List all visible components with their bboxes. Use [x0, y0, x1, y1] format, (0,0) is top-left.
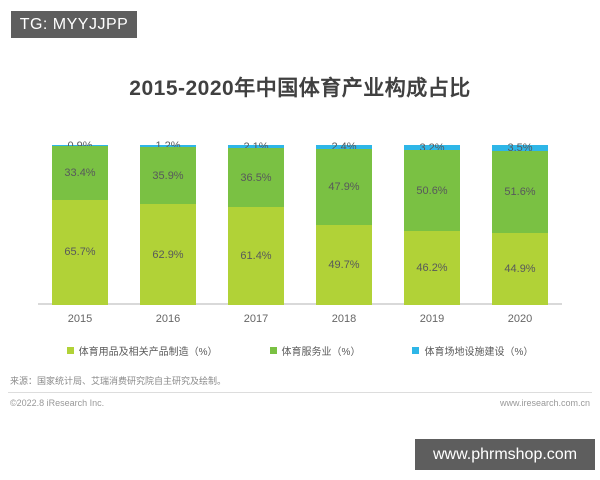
watermark-shop-badge: www.phrmshop.com: [415, 439, 595, 470]
copyright-text: ©2022.8 iResearch Inc.: [10, 398, 105, 408]
stacked-bar-2020: 3.5% 51.6% 44.9%: [492, 142, 548, 305]
data-label: 35.9%: [152, 169, 184, 182]
bar-segment: 36.5%: [228, 148, 284, 207]
stacked-bar-2018: 2.4% 47.9% 49.7%: [316, 141, 372, 305]
x-axis: 2015 2016 2017 2018 2019 2020: [52, 313, 548, 325]
stacked-bars: 0.9%33.4%65.7%1.2%35.9%62.9%2.1%36.5%61.…: [52, 140, 548, 305]
data-label: 51.6%: [504, 185, 536, 198]
stacked-bar-2019: 3.2% 50.6% 46.2%: [404, 142, 460, 305]
stacked-bar-2017: 2.1% 36.5% 61.4%: [228, 141, 284, 305]
x-axis-label: 2019: [419, 313, 445, 325]
legend-item: 体育场地设施建设（%）: [412, 343, 533, 358]
bar-segment: 49.7%: [316, 225, 372, 305]
x-axis-label: 2018: [331, 313, 357, 325]
bar-segment: 61.4%: [228, 206, 284, 305]
bar-segment: 46.2%: [404, 231, 460, 305]
data-label: 50.6%: [416, 184, 448, 197]
data-label: 61.4%: [240, 249, 272, 262]
iresearch-url: www.iresearch.com.cn: [499, 398, 590, 408]
legend-swatch-icon: [66, 347, 74, 354]
bar-segment: 33.4%: [52, 146, 108, 200]
chart-title: 2015-2020年中国体育产业构成占比: [129, 77, 471, 100]
x-axis-label: 2020: [507, 313, 533, 325]
legend-item: 体育服务业（%）: [269, 343, 361, 358]
legend-item: 体育用品及相关产品制造（%）: [66, 343, 218, 358]
legend-label: 体育用品及相关产品制造（%）: [78, 347, 218, 358]
legend-swatch-icon: [412, 347, 420, 354]
data-label: 62.9%: [152, 248, 184, 261]
chart-plot-area: 0.9%33.4%65.7%1.2%35.9%62.9%2.1%36.5%61.…: [38, 140, 562, 305]
footer-divider: [8, 392, 592, 393]
data-label: 44.9%: [504, 263, 536, 276]
bar-segment: 62.9%: [140, 204, 196, 305]
watermark-tg-badge: TG: MYYJJPP: [11, 11, 137, 38]
x-axis-label: 2016: [155, 313, 181, 325]
x-axis-label: 2017: [243, 313, 269, 325]
data-label: 36.5%: [240, 171, 272, 184]
legend-swatch-icon: [269, 347, 277, 354]
footer-row: ©2022.8 iResearch Inc. www.iresearch.com…: [10, 398, 590, 408]
data-label: 65.7%: [64, 246, 96, 259]
data-label: 47.9%: [328, 181, 360, 194]
watermark-tg-text: TG: MYYJJPP: [19, 15, 129, 33]
bar-segment: 35.9%: [140, 146, 196, 205]
stacked-bar-2016: 1.2%35.9%62.9%: [140, 140, 196, 305]
stacked-bar-2015: 0.9%33.4%65.7%: [52, 140, 108, 305]
bar-segment: 50.6%: [404, 150, 460, 232]
legend-label: 体育场地设施建设（%）: [424, 347, 534, 358]
data-label: 49.7%: [328, 259, 360, 272]
watermark-shop-text: www.phrmshop.com: [432, 445, 578, 463]
data-label: 46.2%: [416, 262, 448, 275]
bar-segment: 51.6%: [492, 150, 548, 234]
bar-segment: 65.7%: [52, 199, 108, 305]
legend-label: 体育服务业（%）: [281, 347, 361, 358]
bar-segment: 47.9%: [316, 148, 372, 226]
chart-legend: 体育用品及相关产品制造（%） 体育服务业（%） 体育场地设施建设（%）: [0, 343, 600, 358]
data-label: 33.4%: [64, 167, 96, 180]
bar-segment: 44.9%: [492, 233, 548, 305]
x-axis-label: 2015: [67, 313, 93, 325]
source-note: 来源：国家统计局、艾瑞消费研究院自主研究及绘制。: [10, 376, 227, 386]
